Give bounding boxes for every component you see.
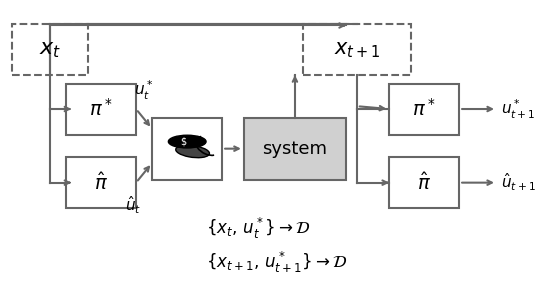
Text: $u_t^*$: $u_t^*$ <box>134 79 154 102</box>
Text: $x_{t+1}$: $x_{t+1}$ <box>334 39 380 59</box>
Text: $\pi^*$: $\pi^*$ <box>89 98 113 120</box>
Ellipse shape <box>176 145 209 158</box>
Text: $\$$: $\$$ <box>180 135 188 148</box>
Bar <box>12 24 88 75</box>
Text: $\hat{u}_{t+1}$: $\hat{u}_{t+1}$ <box>501 172 536 193</box>
Text: $\hat{\pi}$: $\hat{\pi}$ <box>417 172 431 194</box>
FancyBboxPatch shape <box>66 84 136 134</box>
Text: $\{x_t,\, u_t^*\} \rightarrow \mathcal{D}$: $\{x_t,\, u_t^*\} \rightarrow \mathcal{D… <box>206 215 311 241</box>
Text: $x_t$: $x_t$ <box>38 39 61 59</box>
Text: $\hat{u}_t$: $\hat{u}_t$ <box>125 194 141 216</box>
Text: $\{x_{t+1},\, u^*_{t+1}\} \rightarrow \mathcal{D}$: $\{x_{t+1},\, u^*_{t+1}\} \rightarrow \m… <box>206 249 348 275</box>
FancyBboxPatch shape <box>389 84 459 134</box>
FancyBboxPatch shape <box>152 118 222 180</box>
Text: $\hat{\pi}$: $\hat{\pi}$ <box>94 172 108 194</box>
Bar <box>303 24 411 75</box>
FancyBboxPatch shape <box>244 118 346 180</box>
Ellipse shape <box>169 135 206 148</box>
Text: $u^*_{t+1}$: $u^*_{t+1}$ <box>501 98 536 121</box>
Text: $\pi^*$: $\pi^*$ <box>412 98 436 120</box>
Text: system: system <box>262 140 327 158</box>
FancyBboxPatch shape <box>389 157 459 208</box>
FancyBboxPatch shape <box>66 157 136 208</box>
